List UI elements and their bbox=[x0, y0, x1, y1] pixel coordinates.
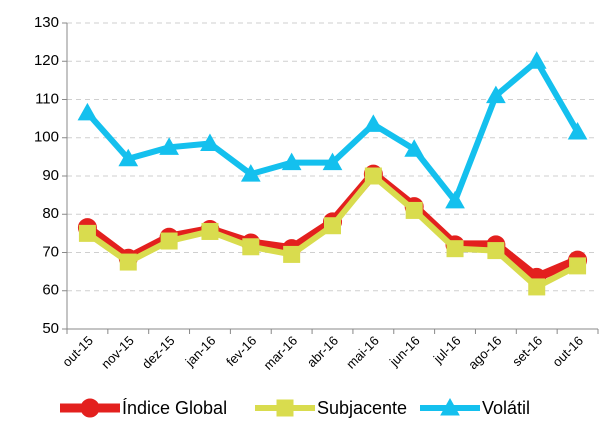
marker bbox=[200, 133, 220, 151]
marker bbox=[80, 398, 100, 418]
x-tick-label: ago-16 bbox=[465, 333, 504, 372]
marker bbox=[487, 242, 505, 260]
x-tick-label: out-16 bbox=[549, 333, 586, 370]
x-tick-label: mar-16 bbox=[260, 333, 300, 373]
x-tick-label: fev-16 bbox=[223, 333, 259, 369]
marker bbox=[440, 397, 460, 416]
marker bbox=[77, 102, 98, 121]
marker bbox=[446, 240, 464, 258]
x-tick-label: mai-16 bbox=[343, 333, 382, 372]
x-tick-label: dez-15 bbox=[139, 333, 178, 372]
marker bbox=[159, 137, 179, 155]
marker bbox=[569, 257, 587, 275]
marker bbox=[364, 167, 382, 185]
marker bbox=[276, 399, 294, 417]
marker bbox=[528, 278, 546, 296]
marker bbox=[567, 121, 588, 140]
marker bbox=[240, 164, 261, 182]
legend-item: Índice Global bbox=[60, 398, 227, 418]
marker bbox=[119, 253, 137, 271]
y-tick-label: 70 bbox=[42, 243, 59, 260]
x-tick-label: nov-15 bbox=[98, 333, 137, 372]
y-tick-label: 50 bbox=[42, 320, 59, 337]
marker bbox=[201, 222, 219, 240]
legend-item: Volátil bbox=[420, 398, 530, 418]
x-tick-label: set-16 bbox=[509, 333, 545, 369]
marker bbox=[160, 232, 178, 250]
marker bbox=[363, 114, 384, 132]
y-tick-label: 120 bbox=[34, 52, 59, 69]
x-tick-label: abr-16 bbox=[304, 333, 341, 370]
x-tick-label: jan-16 bbox=[182, 333, 219, 370]
y-tick-label: 100 bbox=[34, 129, 59, 146]
y-tick-label: 80 bbox=[42, 205, 59, 222]
y-tick-label: 110 bbox=[35, 90, 59, 107]
legend-label: Subjacente bbox=[317, 398, 407, 418]
marker bbox=[118, 148, 139, 167]
legend-label: Índice Global bbox=[122, 398, 227, 418]
y-tick-label: 60 bbox=[42, 282, 59, 299]
marker bbox=[526, 51, 547, 69]
x-tick-label: jun-16 bbox=[386, 333, 423, 370]
series-line bbox=[85, 58, 581, 204]
legend-label: Volátil bbox=[482, 398, 530, 418]
marker bbox=[405, 201, 423, 219]
marker bbox=[445, 190, 465, 209]
y-tick-label: 90 bbox=[42, 167, 59, 184]
x-tick-label: jul-16 bbox=[430, 333, 464, 367]
marker bbox=[78, 224, 96, 242]
marker bbox=[283, 245, 301, 263]
marker bbox=[281, 152, 302, 171]
marker bbox=[404, 139, 425, 157]
marker bbox=[486, 85, 506, 104]
marker bbox=[324, 217, 341, 235]
marker bbox=[242, 238, 260, 256]
legend-item: Subjacente bbox=[255, 398, 407, 418]
y-tick-label: 130 bbox=[34, 14, 59, 31]
x-tick-label: out-15 bbox=[59, 333, 96, 370]
marker bbox=[322, 152, 343, 171]
